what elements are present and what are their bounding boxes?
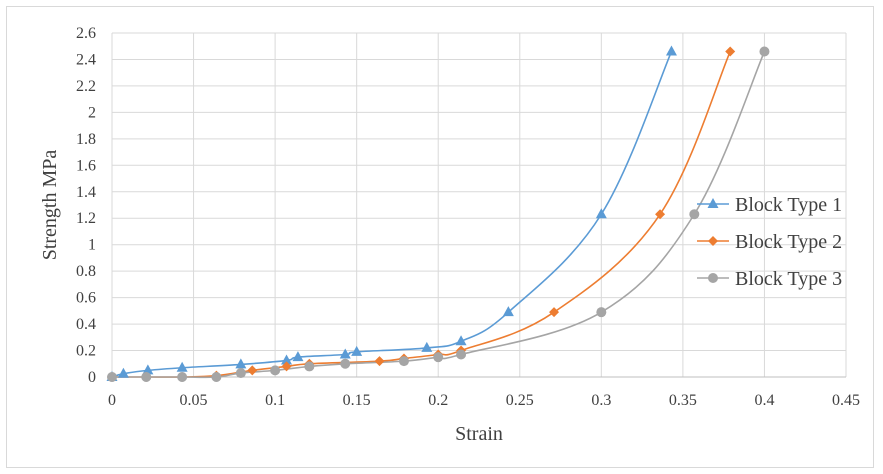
tick-labels: 0 0.2 0.4 0.6 0.8 1 1.2 1.4 1.6 1.8 2 2.2 2.4 2.6 0 0.0… <box>76 25 860 409</box>
series-3-line <box>112 51 766 379</box>
series-3-point <box>304 361 315 372</box>
series-3-point <box>456 349 467 360</box>
series-1-point <box>339 348 351 359</box>
series-3-point <box>433 352 444 363</box>
x-axis-title: Strain <box>455 423 503 445</box>
series-3-point <box>759 46 770 57</box>
x-tick-label: 0.3 <box>591 392 611 409</box>
series-1-point <box>595 208 607 219</box>
y-tick-label: 0 <box>88 369 96 386</box>
series-1-point <box>351 345 363 356</box>
x-tick-label: 0.05 <box>180 392 208 409</box>
series-3-point <box>107 372 117 382</box>
x-tick-label: 0.4 <box>754 392 774 409</box>
grid <box>112 32 847 377</box>
y-tick-label: 0.2 <box>76 343 96 360</box>
y-tick-label: 2.2 <box>76 78 96 95</box>
x-tick-label: 0.45 <box>832 392 860 409</box>
legend-swatch-point <box>708 273 718 283</box>
legend-label: Block Type 3 <box>735 268 842 290</box>
series-2-point <box>281 361 292 372</box>
y-tick-label: 0.8 <box>76 263 96 280</box>
legend: Block Type 1 Block Type 2 Block Type 3 <box>697 194 842 290</box>
y-tick-label: 1.4 <box>76 184 96 201</box>
series-2-point <box>725 46 736 57</box>
series-1-point <box>117 367 129 378</box>
series-3-point <box>177 372 188 382</box>
y-tick-label: 1.2 <box>76 210 96 227</box>
series-3-point <box>340 358 351 369</box>
series-1-point <box>421 341 433 352</box>
series-3-point <box>141 372 152 382</box>
series-2-point <box>655 209 666 220</box>
series-1-point <box>455 335 467 346</box>
x-tick-label: 0.35 <box>669 392 697 409</box>
y-tick-label: 1.8 <box>76 131 96 148</box>
y-tick-label: 2.4 <box>76 51 96 68</box>
series-2-point <box>247 365 258 376</box>
series-3-point <box>235 368 246 379</box>
legend-item-2: Block Type 2 <box>697 231 842 253</box>
series-1-point <box>292 351 304 362</box>
series-1-point <box>235 358 247 369</box>
series-1-point <box>176 361 188 372</box>
y-tick-label: 2.6 <box>76 25 96 42</box>
series-3-point <box>211 372 222 382</box>
series-3-point <box>596 307 607 318</box>
y-tick-label: 1 <box>88 237 96 254</box>
legend-swatch-point <box>707 198 719 208</box>
x-tick-label: 0.1 <box>265 392 285 409</box>
x-tick-label: 0 <box>108 392 116 409</box>
series-3-point <box>689 209 700 220</box>
chart-frame <box>6 6 874 468</box>
series-2-point <box>374 356 385 367</box>
series-3-point <box>270 365 281 376</box>
legend-label: Block Type 1 <box>735 194 842 216</box>
series-2-point <box>549 307 560 318</box>
legend-item-1: Block Type 1 <box>697 194 842 216</box>
y-tick-label: 1.6 <box>76 157 96 174</box>
series-3-point <box>398 356 409 367</box>
y-tick-label: 0.6 <box>76 290 96 307</box>
series-1-point <box>665 45 677 56</box>
series-1-point <box>281 354 293 365</box>
legend-label: Block Type 2 <box>735 231 842 253</box>
y-axis-title: Strength MPa <box>39 150 61 261</box>
x-tick-label: 0.2 <box>428 392 448 409</box>
y-tick-label: 2 <box>88 104 96 121</box>
x-tick-label: 0.15 <box>343 392 371 409</box>
x-tick-label: 0.25 <box>506 392 534 409</box>
legend-swatch-point <box>708 236 718 246</box>
series-markers <box>106 45 770 382</box>
series-1-line <box>111 51 673 378</box>
legend-item-3: Block Type 3 <box>697 268 842 290</box>
axes <box>111 33 846 378</box>
series-1-point <box>142 364 154 375</box>
series-1-point <box>502 306 514 317</box>
series-2-line <box>112 51 731 378</box>
y-tick-label: 0.4 <box>76 316 96 333</box>
